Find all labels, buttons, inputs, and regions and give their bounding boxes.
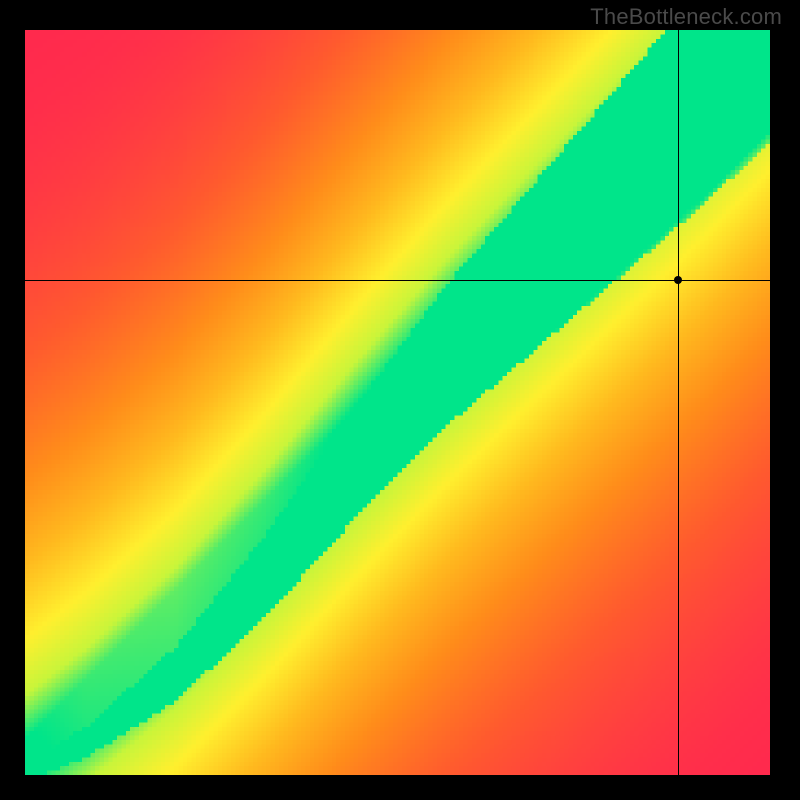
heatmap-canvas (25, 30, 770, 775)
crosshair-vertical (678, 30, 679, 775)
watermark-text: TheBottleneck.com (590, 4, 782, 30)
crosshair-horizontal (25, 280, 770, 281)
chart-container: TheBottleneck.com (0, 0, 800, 800)
crosshair-marker (674, 276, 682, 284)
